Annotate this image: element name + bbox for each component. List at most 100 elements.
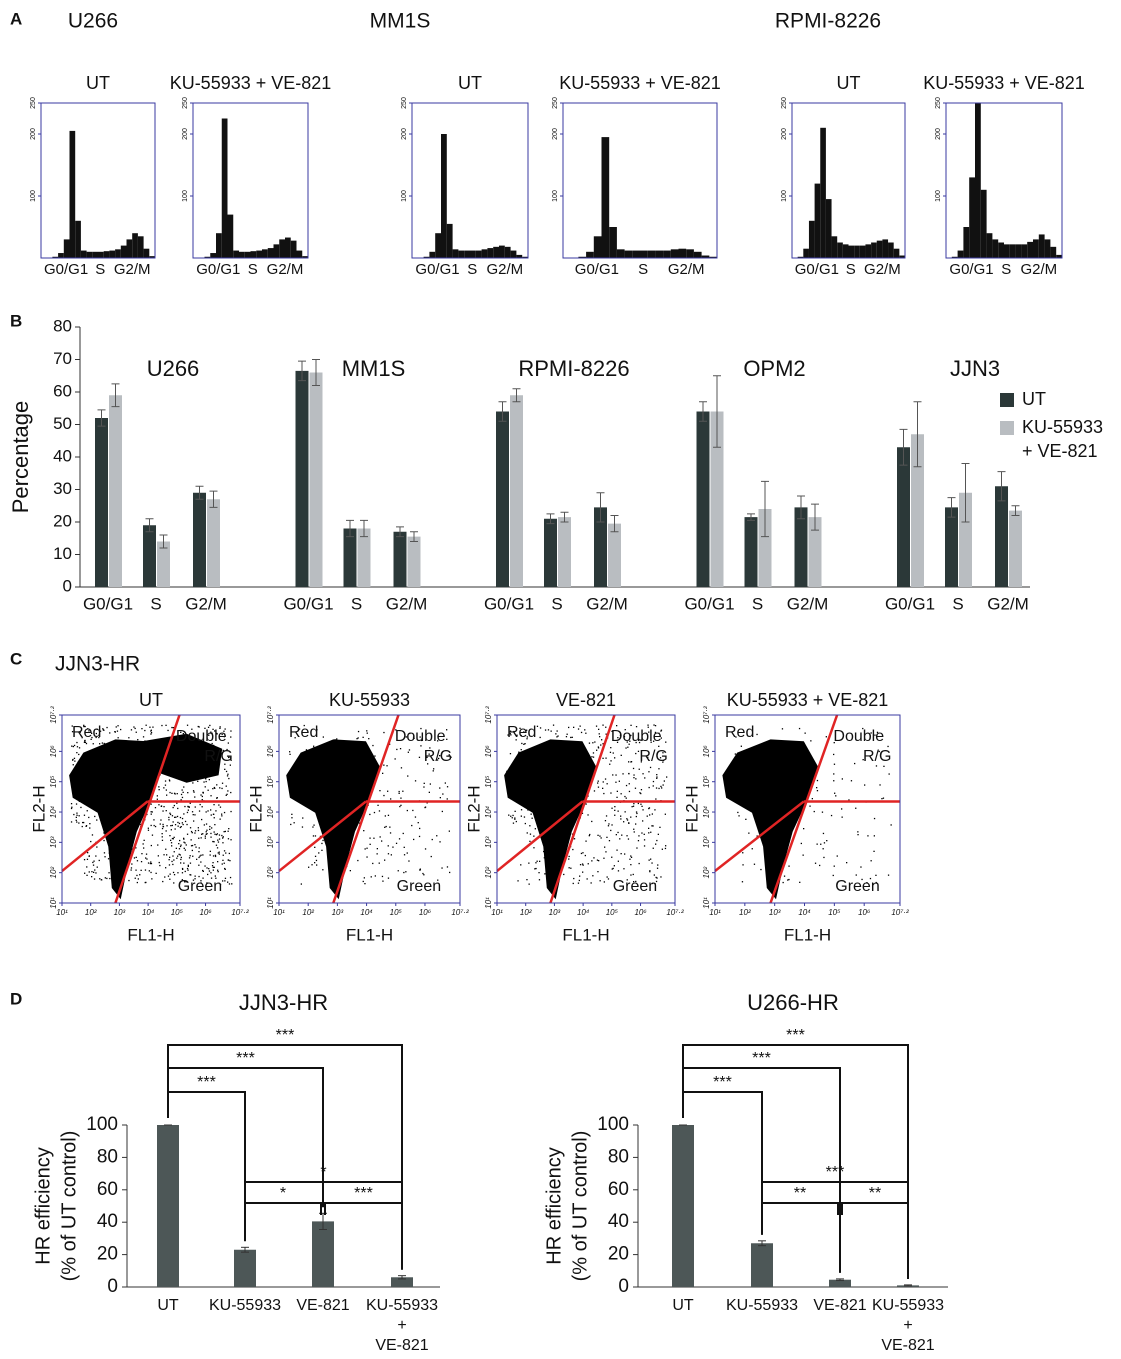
event-dot	[312, 826, 314, 828]
event-dot	[655, 876, 657, 879]
event-dot	[335, 830, 337, 832]
event-dot	[130, 842, 132, 844]
event-dot	[113, 817, 115, 819]
event-dot	[655, 880, 658, 883]
event-dot	[648, 807, 650, 810]
event-dot	[374, 755, 376, 757]
event-dot	[183, 837, 185, 839]
event-dot	[407, 751, 409, 753]
event-dot	[83, 724, 85, 726]
event-dot	[103, 826, 105, 828]
event-dot	[230, 810, 232, 813]
event-dot	[212, 855, 215, 857]
event-dot	[358, 763, 360, 765]
event-dot	[387, 790, 389, 792]
event-dot	[135, 748, 137, 750]
event-dot	[630, 816, 632, 818]
event-dot	[622, 773, 624, 775]
event-dot	[198, 851, 200, 853]
event-dot	[607, 878, 610, 880]
histogram-bar	[992, 239, 999, 258]
x-tick-label: 10²	[520, 908, 532, 917]
event-dot	[172, 749, 174, 751]
event-dot	[586, 878, 588, 880]
event-dot	[530, 792, 532, 794]
x-tick-label: 10³	[332, 908, 344, 917]
event-dot	[147, 829, 150, 831]
x-tick-label: S	[752, 594, 763, 613]
event-dot	[802, 854, 804, 856]
event-dot	[571, 774, 573, 777]
event-dot	[389, 832, 392, 834]
event-dot	[186, 724, 189, 726]
event-dot	[195, 768, 197, 770]
event-dot	[187, 778, 189, 781]
event-dot	[305, 756, 308, 758]
event-dot	[369, 843, 371, 845]
event-dot	[162, 750, 164, 752]
event-dot	[335, 771, 337, 773]
event-dot	[207, 810, 209, 812]
event-dot	[291, 776, 293, 779]
y-tick-label: 10⁵	[49, 775, 58, 788]
event-dot	[211, 746, 213, 749]
histogram-bar	[69, 130, 76, 258]
event-dot	[87, 852, 89, 854]
event-dot	[822, 832, 825, 835]
y-tick-label: 30	[53, 479, 72, 498]
event-dot	[180, 793, 183, 796]
event-dot	[662, 784, 664, 786]
bar	[343, 528, 357, 587]
event-dot	[539, 860, 541, 862]
event-dot	[506, 770, 508, 772]
event-dot	[635, 811, 638, 813]
event-dot	[857, 831, 859, 833]
event-dot	[145, 724, 147, 726]
x-tick-label: 10⁵	[171, 908, 184, 917]
event-dot	[327, 845, 329, 847]
event-dot	[184, 881, 186, 883]
event-dot	[448, 830, 450, 832]
event-dot	[864, 733, 866, 735]
y-tick-label: 200	[401, 128, 408, 140]
event-dot	[436, 835, 438, 837]
event-dot	[588, 835, 590, 837]
event-dot	[803, 790, 805, 792]
x-label: S	[95, 261, 105, 278]
event-dot	[171, 815, 174, 817]
event-dot	[215, 810, 217, 812]
event-dot	[225, 852, 227, 854]
event-dot	[150, 811, 152, 813]
event-dot	[546, 851, 548, 853]
event-dot	[581, 812, 584, 814]
event-dot	[205, 778, 207, 780]
significance-label: ***	[354, 1185, 373, 1202]
event-dot	[423, 782, 425, 784]
y-tick-label: 100	[182, 190, 189, 202]
histogram-bar	[458, 250, 465, 258]
event-dot	[577, 882, 580, 884]
event-dot	[127, 854, 130, 856]
event-dot	[184, 805, 186, 808]
event-dot	[646, 815, 648, 817]
event-dot	[127, 823, 129, 825]
event-dot	[108, 763, 110, 766]
histogram-bar	[441, 134, 447, 258]
event-dot	[201, 775, 203, 777]
event-dot	[643, 845, 646, 847]
event-dot	[147, 827, 149, 829]
histogram-bar	[593, 236, 602, 258]
event-dot	[153, 824, 155, 827]
event-dot	[629, 858, 631, 860]
event-dot	[194, 832, 196, 834]
event-dot	[194, 806, 196, 808]
event-dot	[403, 846, 405, 848]
event-dot	[204, 727, 206, 729]
event-dot	[217, 852, 219, 854]
event-dot	[387, 853, 390, 855]
event-dot	[137, 739, 139, 741]
event-dot	[398, 792, 400, 794]
event-dot	[224, 868, 226, 870]
event-dot	[117, 754, 119, 756]
event-dot	[625, 784, 628, 787]
